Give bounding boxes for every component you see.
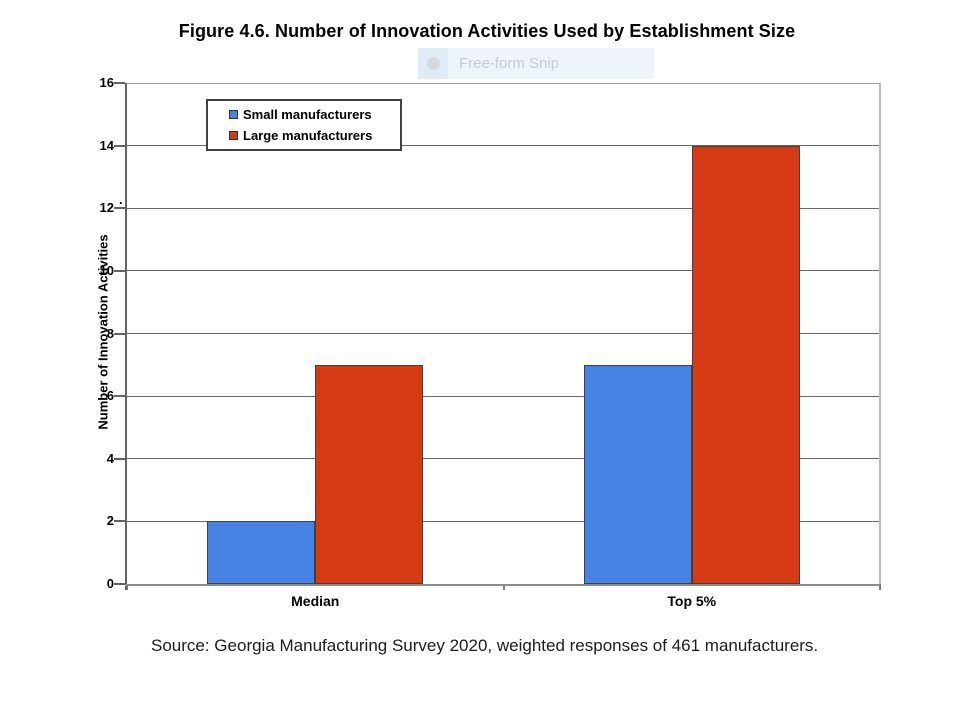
y-axis-tick-2: [114, 520, 125, 523]
x-category-label-median: Median: [291, 593, 340, 609]
y-tick-label-16: 16: [99, 75, 114, 90]
plot-right-border: [879, 83, 881, 584]
snip-icon-area: [418, 48, 448, 79]
figure-title: Figure 4.6. Number of Innovation Activit…: [178, 21, 796, 41]
free-form-snip-label: Free-form Snip: [459, 55, 560, 72]
source-note: Source: Georgia Manufacturing Survey 202…: [151, 636, 819, 655]
x-axis-tick-right: [878, 584, 881, 590]
gridline-y-4: [127, 458, 880, 460]
legend-label-small-manufacturers: Small manufacturers: [243, 107, 372, 123]
x-axis-line: [125, 584, 880, 586]
y-tick-label-2: 2: [106, 513, 114, 529]
y-tick-label-4: 4: [106, 450, 114, 466]
bar-large-manufacturers-top-5: [691, 145, 800, 584]
gridline-y-10: [127, 270, 880, 272]
y-axis-tick-16: [114, 82, 125, 84]
x-category-label-top-5: Top 5%: [667, 593, 717, 609]
legend-label-large-manufacturers: Large manufacturers: [243, 127, 373, 143]
gridline-y-2: [127, 520, 880, 522]
bar-small-manufacturers-median: [207, 521, 316, 584]
y-tick-label-0: 0: [106, 576, 114, 591]
bar-large-manufacturers-median: [315, 364, 424, 584]
gridline-y-8: [127, 333, 880, 334]
y-tick-label-6: 6: [106, 388, 114, 404]
y-tick-label-12: 12: [99, 200, 114, 216]
y-tick-label-14: 14: [99, 137, 114, 153]
y-axis-title: Number of Innovation Activities: [95, 234, 111, 430]
y-axis-tick-12: [114, 207, 125, 210]
y-axis-tick-8: [114, 332, 125, 335]
gridline-y-14: [127, 145, 880, 147]
legend-item-large-manufacturers: Large manufacturers: [229, 129, 400, 142]
gridline-y-6: [127, 395, 880, 397]
y-tick-label-10: 10: [99, 262, 114, 278]
circle-icon: [426, 57, 440, 70]
y-tick-label-8: 8: [106, 325, 114, 341]
y-axis-tick-0: [114, 583, 125, 585]
x-axis-tick-0: [126, 584, 128, 590]
x-axis-tick-1: [502, 584, 505, 590]
gridline-y-16: [127, 82, 880, 84]
gridline-y-12: [127, 207, 880, 209]
legend-item-small-manufacturers: Small manufacturers: [229, 108, 400, 121]
legend-swatch-small-manufacturers: [229, 110, 238, 120]
legend-swatch-large-manufacturers: [229, 130, 238, 140]
y-axis-tick-14: [114, 144, 125, 147]
free-form-snip-menu-item[interactable]: Free-form Snip: [418, 48, 654, 79]
y-axis-tick-10: [114, 269, 125, 272]
chart-legend: Small manufacturers Large manufacturers: [206, 99, 402, 151]
bar-small-manufacturers-top-5: [583, 364, 692, 584]
y-axis-line: [125, 83, 127, 590]
y-axis-tick-4: [114, 457, 125, 460]
stray-period-mark: .: [119, 192, 123, 207]
y-axis-tick-6: [114, 395, 125, 398]
